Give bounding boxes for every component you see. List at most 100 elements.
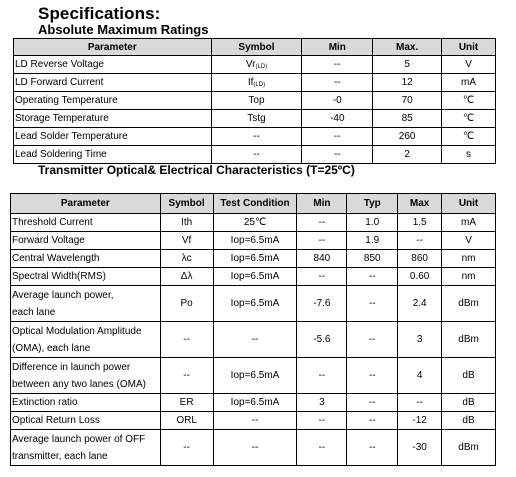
typ-cell: 850	[346, 249, 399, 268]
table-header-row: Parameter Symbol Test Condition Min Typ Max Un…	[10, 193, 496, 214]
optical-heading: Transmitter Optical& Electrical Characte…	[38, 163, 355, 177]
min-cell: --	[296, 231, 348, 250]
min-cell: --	[296, 267, 348, 286]
sym-cell: Po	[159, 285, 214, 322]
optical-characteristics-table: Parameter Symbol Test Condition Min Typ Max Un…	[10, 193, 496, 466]
parameter-cell: Difference in launch power between any tw…	[10, 357, 161, 394]
min-cell: --	[301, 55, 374, 74]
table-row: Lead Solder Temperature -- -- 260 ℃	[13, 127, 496, 146]
table-row: Threshold Current Ith 25℃ -- 1.0 1.5 mA	[10, 213, 496, 232]
sym-cell: λc	[159, 249, 214, 268]
cond-cell: --	[212, 429, 298, 466]
symbol-text: --	[253, 149, 260, 160]
sym-cell: ER	[159, 393, 214, 412]
sym-cell: --	[159, 321, 214, 358]
column-header: Parameter	[13, 38, 212, 56]
table-row: Optical Modulation Amplitude (OMA), each …	[10, 321, 496, 358]
parameter-cell: Spectral Width(RMS)	[10, 267, 161, 286]
table-row: Average launch power of OFF transmitter, …	[10, 429, 496, 466]
column-header: Max	[397, 193, 443, 214]
sym-cell: --	[159, 429, 214, 466]
symbol-cell: --	[210, 145, 303, 164]
unit-cell: ℃	[441, 91, 496, 110]
table-row: Extinction ratio ER Iop=6.5mA 3 -- -- dB	[10, 393, 496, 412]
parameter-cell: Forward Voltage	[10, 231, 161, 250]
parameter-line: between any two lanes (OMA)	[12, 378, 146, 390]
max-cell: -12	[397, 411, 443, 430]
parameter-line: Extinction ratio	[12, 397, 78, 408]
typ-cell: --	[346, 393, 399, 412]
unit-cell: V	[441, 55, 496, 74]
cond-cell: Iop=6.5mA	[212, 231, 298, 250]
parameter-line: each lane	[12, 306, 56, 318]
symbol-text: Top	[248, 95, 265, 106]
parameter-cell: Optical Modulation Amplitude (OMA), each …	[10, 321, 161, 358]
column-header: Min	[296, 193, 348, 214]
min-cell: --	[301, 73, 374, 92]
min-cell: --	[296, 429, 348, 466]
table-header-row: Parameter Symbol Min Max. Unit	[13, 38, 496, 56]
parameter-line: Central Wavelength	[12, 253, 100, 264]
max-cell: 3	[397, 321, 443, 358]
parameter-line: (OMA), each lane	[12, 342, 91, 354]
max-cell: 2	[372, 145, 443, 164]
typ-cell: --	[346, 285, 399, 322]
table-row: Forward Voltage Vf Iop=6.5mA -- 1.9 -- V	[10, 231, 496, 250]
min-cell: -7.6	[296, 285, 348, 322]
max-cell: --	[397, 393, 443, 412]
min-cell: 3	[296, 393, 348, 412]
cond-cell: Iop=6.5mA	[212, 357, 298, 394]
min-cell: 840	[296, 249, 348, 268]
unit-cell: dBm	[441, 285, 496, 322]
symbol-text: Tstg	[247, 113, 266, 124]
sym-cell: ORL	[159, 411, 214, 430]
unit-cell: mA	[441, 73, 496, 92]
column-header: Min	[301, 38, 374, 56]
parameter-cell: Optical Return Loss	[10, 411, 161, 430]
parameter-cell: Storage Temperature	[13, 109, 212, 128]
unit-cell: dB	[441, 357, 496, 394]
column-header: Unit	[441, 38, 496, 56]
min-cell: --	[301, 145, 374, 164]
unit-cell: ℃	[441, 127, 496, 146]
parameter-cell: Threshold Current	[10, 213, 161, 232]
table-row: Lead Soldering Time -- -- 2 s	[13, 145, 496, 164]
parameter-cell: Central Wavelength	[10, 249, 161, 268]
cond-cell: --	[212, 411, 298, 430]
parameter-line: Optical Return Loss	[12, 415, 100, 426]
min-cell: --	[301, 127, 374, 146]
min-cell: -0	[301, 91, 374, 110]
table-row: LD Reverse Voltage Vr(LD) -- 5 V	[13, 55, 496, 74]
cond-cell: Iop=6.5mA	[212, 249, 298, 268]
unit-cell: dBm	[441, 429, 496, 466]
max-cell: 5	[372, 55, 443, 74]
parameter-cell: Operating Temperature	[13, 91, 212, 110]
sym-cell: Δλ	[159, 267, 214, 286]
parameter-line: Forward Voltage	[12, 235, 85, 246]
max-cell: 12	[372, 73, 443, 92]
cond-cell: Iop=6.5mA	[212, 285, 298, 322]
column-header: Symbol	[159, 193, 214, 214]
column-header: Typ	[346, 193, 399, 214]
unit-cell: s	[441, 145, 496, 164]
max-cell: -30	[397, 429, 443, 466]
symbol-cell: --	[210, 127, 303, 146]
max-cell: 2.4	[397, 285, 443, 322]
parameter-cell: Lead Solder Temperature	[13, 127, 212, 146]
parameter-line: Average launch power,	[12, 289, 114, 301]
parameter-line: Optical Modulation Amplitude	[12, 325, 142, 337]
unit-cell: mA	[441, 213, 496, 232]
table-row: Optical Return Loss ORL -- -- -- -12 dB	[10, 411, 496, 430]
table-row: Operating Temperature Top -0 70 ℃	[13, 91, 496, 110]
abs-max-heading: Absolute Maximum Ratings	[38, 22, 209, 37]
symbol-cell: If(LD)	[210, 73, 303, 92]
typ-cell: 1.9	[346, 231, 399, 250]
sym-cell: Ith	[159, 213, 214, 232]
parameter-cell: Average launch power, each lane	[10, 285, 161, 322]
table-row: LD Forward Current If(LD) -- 12 mA	[13, 73, 496, 92]
parameter-line: transmitter, each lane	[12, 450, 108, 462]
max-cell: 1.5	[397, 213, 443, 232]
table-row: Storage Temperature Tstg -40 85 ℃	[13, 109, 496, 128]
min-cell: -40	[301, 109, 374, 128]
parameter-line: Threshold Current	[12, 217, 93, 228]
